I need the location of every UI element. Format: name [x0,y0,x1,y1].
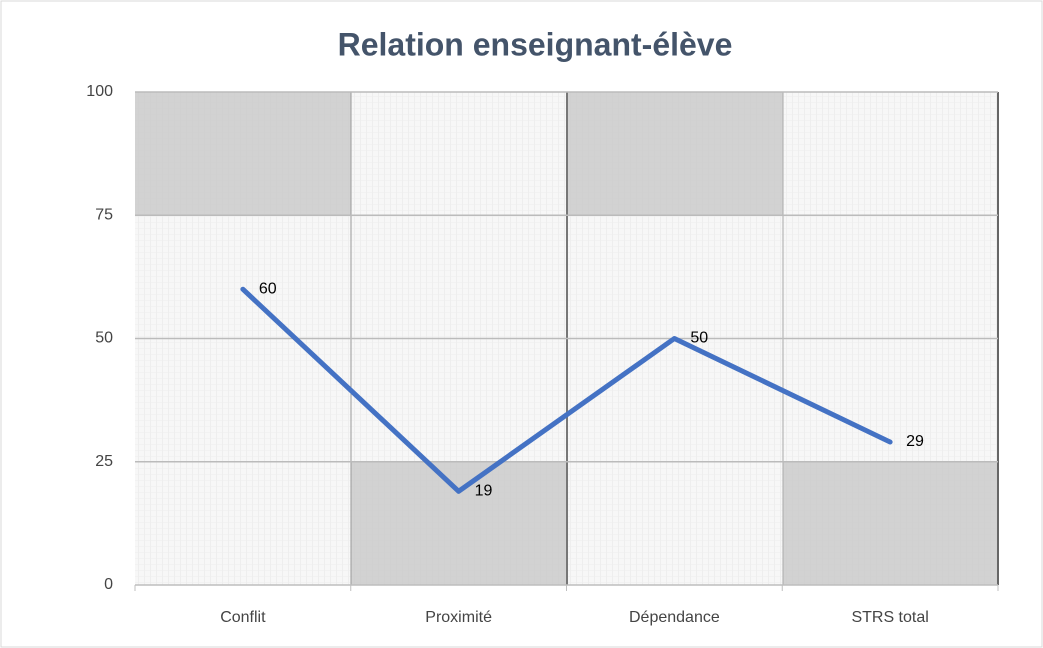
y-tick-label: 50 [95,330,113,347]
line [240,286,893,494]
data-label: 19 [475,483,493,500]
x-tick-label: Dépendance [629,609,720,626]
x-tick-label: STRS total [851,609,928,626]
x-tick-label: Conflit [220,609,266,626]
data-label: 60 [259,280,277,297]
chart-title: Relation enseignant-élève [338,26,733,62]
y-tick-label: 100 [86,83,113,100]
y-tick-label: 0 [104,576,113,593]
x-tick-label: Proximité [425,609,492,626]
y-tick-label: 75 [95,206,113,223]
shade [135,92,351,215]
shade [567,92,783,215]
y-tick-label: 25 [95,453,113,470]
data-label: 29 [906,433,924,450]
shade [783,462,998,585]
data-label: 50 [690,330,708,347]
shade [351,462,567,585]
